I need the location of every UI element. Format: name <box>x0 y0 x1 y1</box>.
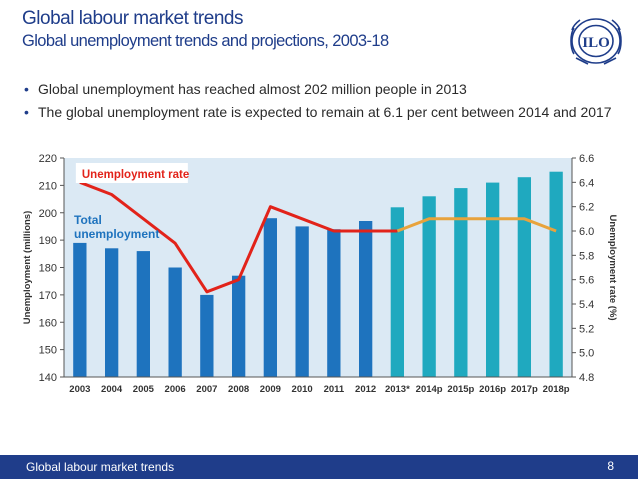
x-tick-label: 2013* <box>385 384 410 395</box>
x-tick-label: 2012 <box>355 384 376 395</box>
y-right-tick-label: 6.4 <box>579 177 594 189</box>
rate-label-box <box>75 163 188 183</box>
x-tick-label: 2018p <box>543 384 570 395</box>
y-right-tick-label: 5.6 <box>579 275 594 287</box>
bar-2018p <box>549 171 563 377</box>
bar-2012 <box>359 221 373 377</box>
bullet-list: • Global unemployment has reached almost … <box>24 80 614 126</box>
y-tick-label: 220 <box>39 153 57 165</box>
y-tick-label: 170 <box>39 290 57 302</box>
x-tick-label: 2006 <box>165 384 186 395</box>
bullet-text: The global unemployment rate is expected… <box>38 104 612 120</box>
rate-line-actual <box>79 180 398 294</box>
y-right-tick-label: 6.6 <box>579 153 594 165</box>
y-right-tick-label: 5.4 <box>579 299 594 311</box>
y-tick-label: 180 <box>39 263 57 275</box>
page-title: Global labour market trends <box>22 8 243 29</box>
unemployment-chart: 140 150 160 170 180 190 200 210 220 4.8 5.0 5.2 5.4 5… <box>22 153 618 395</box>
bar-2006 <box>168 267 182 377</box>
x-tick-label: 2009 <box>260 384 281 395</box>
footer-bar: Global labour market trends 8 <box>0 455 638 479</box>
rate-line-projection <box>396 217 557 233</box>
bar-2009 <box>263 218 277 377</box>
bar-2003 <box>73 242 87 377</box>
y-tick-label: 190 <box>39 235 57 247</box>
y-tick-label: 200 <box>39 208 57 220</box>
y-tick-label: 150 <box>39 345 57 357</box>
bar-2015p <box>454 188 468 377</box>
x-tick-label: 2007 <box>196 384 217 395</box>
x-tick-label: 2010 <box>292 384 313 395</box>
x-tick-label: 2014p <box>416 384 443 395</box>
bar-2010 <box>295 226 309 377</box>
footer-label: Global labour market trends <box>26 460 175 474</box>
bar-2013* <box>390 207 404 377</box>
bar-2008 <box>232 275 246 377</box>
ilo-logo-icon: ILO <box>570 18 622 65</box>
rate-series-label: Unemployment rate <box>82 169 189 181</box>
y-right-tick-label: 5.8 <box>579 250 594 262</box>
bar-2014p <box>422 196 436 377</box>
bar-2011 <box>327 229 341 377</box>
x-tick-label: 2016p <box>479 384 506 395</box>
y-right-tick-label: 6.0 <box>579 226 594 238</box>
page-subtitle: Global unemployment trends and projectio… <box>22 32 389 50</box>
page-number: 8 <box>607 459 614 473</box>
bar-2005 <box>136 251 150 377</box>
svg-text:ILO: ILO <box>582 35 610 51</box>
x-tick-label: 2005 <box>133 384 155 395</box>
bullet-item: • The global unemployment rate is expecte… <box>24 104 612 120</box>
y-right-axis-title: Unemployment rate (%) <box>607 214 618 320</box>
bars-series-label: unemployment <box>74 227 159 241</box>
bar-2007 <box>200 294 214 377</box>
y-right-tick-label: 4.8 <box>579 372 594 384</box>
y-tick-label: 160 <box>39 317 57 329</box>
bullet-text: Global unemployment has reached almost 2… <box>38 81 467 97</box>
x-tick-label: 2008 <box>228 384 249 395</box>
bullet-item: • Global unemployment has reached almost … <box>24 81 467 97</box>
y-axis-title: Unemployment (millions) <box>22 211 33 324</box>
x-tick-label: 2003 <box>69 384 90 395</box>
x-tick-label: 2011 <box>324 384 345 395</box>
y-right-tick-label: 5.0 <box>579 348 594 360</box>
y-right-tick-label: 6.2 <box>579 202 594 214</box>
bar-2017p <box>517 177 531 377</box>
y-tick-label: 140 <box>39 372 57 384</box>
y-tick-label: 210 <box>39 180 57 192</box>
y-right-tick-label: 5.2 <box>579 323 594 335</box>
x-tick-label: 2004 <box>101 384 123 395</box>
bars-series-label: Total <box>74 213 102 227</box>
x-tick-label: 2015p <box>447 384 474 395</box>
bar-2004 <box>105 248 119 377</box>
x-tick-label: 2017p <box>511 384 538 395</box>
bar-2016p <box>486 182 500 377</box>
